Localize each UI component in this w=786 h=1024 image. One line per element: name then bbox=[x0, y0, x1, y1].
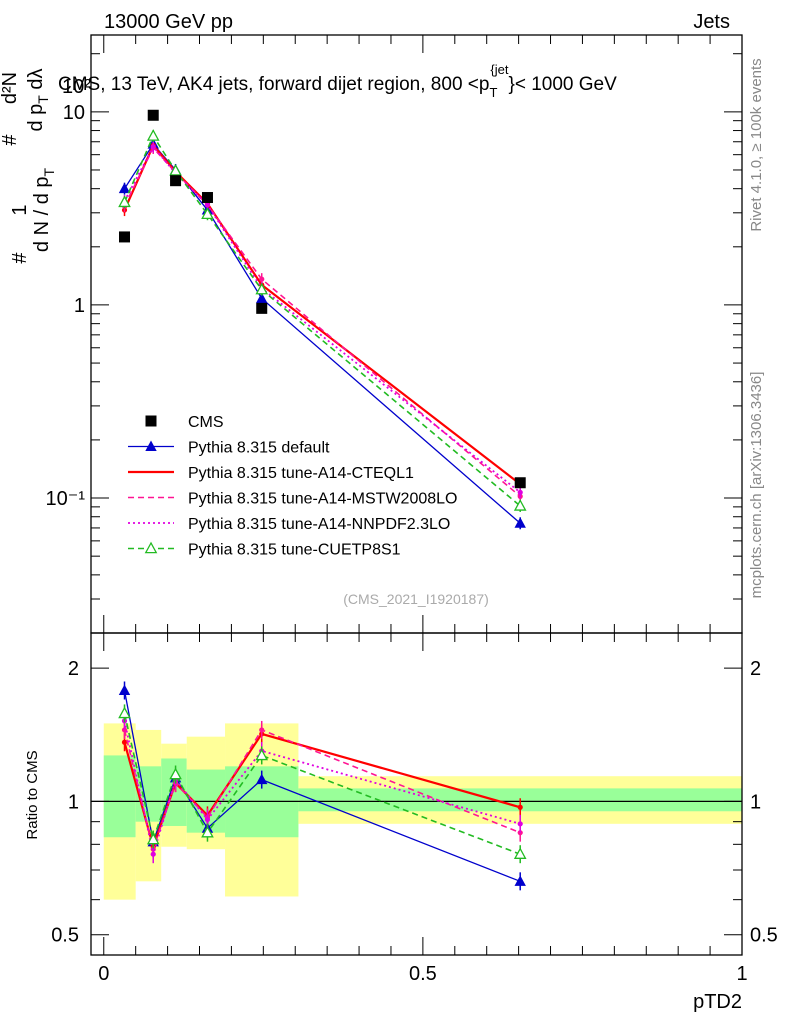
main-point-cuetp8s1-5 bbox=[513, 499, 527, 511]
title-tail-text: }< 1000 GeV bbox=[508, 74, 617, 95]
legend-label-mstw: Pythia 8.315 tune-A14-MSTW2008LO bbox=[188, 491, 457, 508]
ratio-point-cteq-5 bbox=[517, 804, 523, 810]
x-tick-label: 0 bbox=[98, 963, 109, 985]
main-y-tick-label-top: 10² bbox=[62, 76, 91, 98]
cms-data-point-3 bbox=[201, 192, 213, 204]
ratio-point-cuetp8s1-3 bbox=[201, 825, 214, 838]
cms-data-point-4 bbox=[256, 302, 268, 314]
ratio-point-cuetp8s1-4 bbox=[255, 748, 269, 761]
main-series-line-cuetp8s1 bbox=[123, 134, 521, 507]
title-sub-T: T bbox=[489, 85, 497, 100]
ratio-y-axis-label: Ratio to CMS bbox=[24, 750, 41, 839]
main-y-tick-label: 10 bbox=[63, 102, 85, 124]
ylabel-denominator: d p bbox=[25, 104, 47, 132]
ratio-point-cuetp8s1-0 bbox=[118, 706, 131, 719]
rivet-version-label: Rivet 4.1.0, ≥ 100k events bbox=[748, 58, 765, 231]
main-point-nnpdf-5 bbox=[517, 489, 523, 495]
ratio-y-tick-label: 1 bbox=[68, 791, 79, 813]
ratio-point-nnpdf-3 bbox=[204, 816, 211, 823]
ylabel-denominator-sub: T bbox=[35, 95, 51, 104]
ratio-point-default-0 bbox=[118, 684, 131, 695]
ratio-point-mstw-4 bbox=[259, 727, 265, 733]
cms-data-point-0 bbox=[119, 231, 131, 243]
ratio-y-tick-label: 2 bbox=[68, 658, 79, 680]
main-point-cuetp8s1-1 bbox=[146, 129, 160, 141]
ratio-point-mstw-0 bbox=[121, 727, 128, 733]
analysis-tag: (CMS_2021_I1920187) bbox=[343, 591, 489, 607]
ratio-series-line-cuetp8s1 bbox=[123, 713, 521, 855]
ylabel-one: 1 bbox=[9, 204, 31, 215]
main-point-default-4 bbox=[256, 292, 268, 303]
main-y-tick-label: 1 bbox=[74, 295, 85, 317]
legend-label-cms: CMS bbox=[188, 414, 224, 431]
main-series-line-mstw bbox=[123, 146, 521, 497]
ratio-point-nnpdf-1 bbox=[150, 851, 156, 857]
header-energy-label: 13000 GeV pp bbox=[104, 11, 233, 33]
ratio-point-nnpdf-5 bbox=[517, 821, 523, 827]
ratio-point-default-5 bbox=[514, 875, 526, 886]
ylabel-numerator: d²N bbox=[0, 72, 21, 104]
ylabel-dn-dpt: d N / d p bbox=[31, 176, 53, 252]
header-jets-label: Jets bbox=[693, 11, 730, 33]
ylabel-denominator-tail: dλ bbox=[25, 68, 47, 95]
legend: CMS Pythia 8.315 default Pythia 8.315 tune… bbox=[128, 414, 457, 559]
ratio-point-cuetp8s1-1 bbox=[146, 832, 160, 845]
svg-text:#1: #1 bbox=[9, 204, 31, 263]
svg-text:d N / d pT: d N / d pT bbox=[31, 167, 57, 252]
main-series-line-cteq bbox=[123, 143, 521, 486]
ratio-point-cuetp8s1-2 bbox=[169, 767, 182, 780]
ratio-y-tick-label-right: 0.5 bbox=[750, 925, 778, 947]
main-series-line-default bbox=[123, 143, 521, 524]
title-main-text: CMS, 13 TeV, AK4 jets, forward dijet reg… bbox=[58, 74, 489, 95]
main-point-nnpdf-1 bbox=[150, 144, 156, 150]
ratio-point-cuetp8s1-5 bbox=[513, 847, 527, 859]
ratio-y-tick-label: 0.5 bbox=[51, 925, 79, 947]
main-plot-title: CMS, 13 TeV, AK4 jets, forward dijet reg… bbox=[58, 62, 617, 100]
main-series-line-nnpdf bbox=[123, 145, 521, 494]
main-y-axis-label: #1 d N / d pT #d²N d pT dλ bbox=[0, 68, 57, 263]
legend-label-cteq: Pythia 8.315 tune-A14-CTEQL1 bbox=[188, 465, 414, 482]
svg-text:#d²N: # d²N bbox=[0, 72, 21, 146]
ylabel-hash-2: # bbox=[0, 134, 21, 146]
ratio-plot-frame bbox=[90, 632, 743, 956]
ratio-y-tick-label-right: 1 bbox=[750, 791, 761, 813]
main-point-cuetp8s1-0 bbox=[118, 195, 131, 208]
ratio-point-cteq-0 bbox=[121, 739, 128, 745]
svg-text:d pT dλ: d pT dλ bbox=[25, 68, 51, 131]
main-point-nnpdf-3 bbox=[204, 202, 211, 208]
main-point-cuetp8s1-3 bbox=[201, 207, 214, 219]
x-tick-label: 1 bbox=[736, 963, 747, 985]
legend-label-nnpdf: Pythia 8.315 tune-A14-NNPDF2.3LO bbox=[188, 516, 450, 533]
ratio-band-inner-0 bbox=[103, 755, 136, 838]
x-tick-label: 0.5 bbox=[409, 963, 437, 985]
legend-label-cuetp8s1: Pythia 8.315 tune-CUETP8S1 bbox=[188, 542, 401, 559]
main-point-cuetp8s1-2 bbox=[169, 163, 182, 176]
legend-label-default: Pythia 8.315 default bbox=[188, 440, 330, 457]
legend-marker-cuetp8s1 bbox=[144, 541, 158, 554]
ratio-y-tick-label-right: 2 bbox=[750, 658, 761, 680]
title-sup-jet: {jet bbox=[490, 62, 508, 77]
main-point-cuetp8s1-4 bbox=[255, 282, 269, 295]
ylabel-dn-dpt-sub: T bbox=[41, 167, 57, 176]
main-point-mstw-4 bbox=[259, 276, 265, 282]
x-axis-label: pTD2 bbox=[693, 991, 742, 1013]
cms-data-point-1 bbox=[147, 109, 159, 121]
main-y-tick-label: 10⁻¹ bbox=[46, 488, 86, 510]
legend-marker-default bbox=[145, 440, 157, 451]
cms-data-point-2 bbox=[170, 175, 182, 187]
mcplots-label: mcplots.cern.ch [arXiv:1306.3436] bbox=[748, 372, 765, 599]
cms-data-point-5 bbox=[514, 477, 526, 489]
ylabel-hash-1: # bbox=[9, 252, 31, 264]
legend-marker-cms bbox=[145, 415, 157, 427]
ratio-point-default-4 bbox=[256, 773, 268, 785]
main-point-default-0 bbox=[118, 182, 131, 194]
main-point-default-5 bbox=[514, 517, 526, 528]
